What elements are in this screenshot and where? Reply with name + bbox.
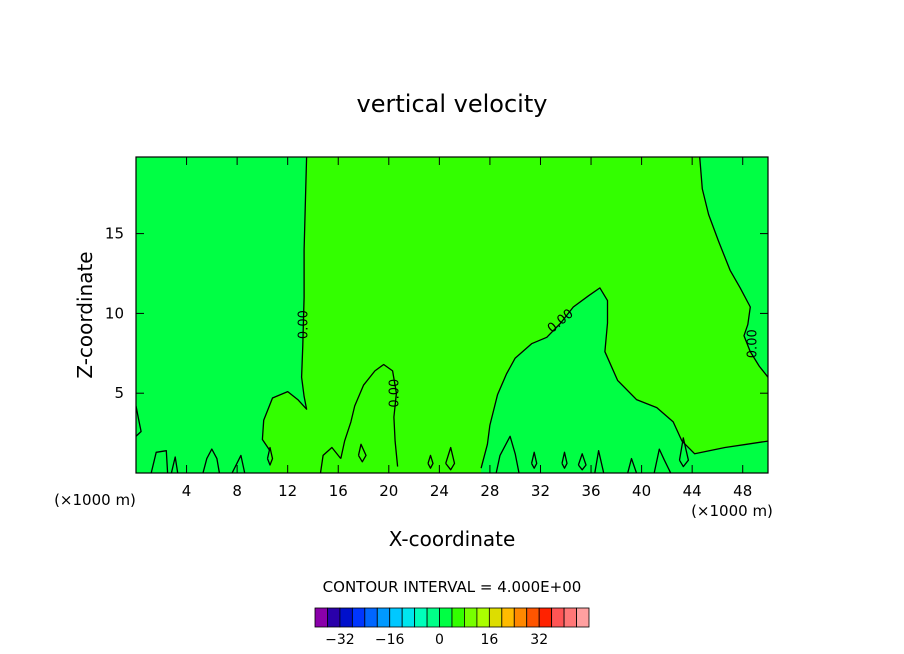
contour-line xyxy=(136,405,142,437)
colorbar-tick-label: −32 xyxy=(325,632,355,648)
colorbar-swatch xyxy=(526,607,540,628)
contour-line xyxy=(627,457,638,473)
chart-title: vertical velocity xyxy=(357,90,548,118)
contour-line xyxy=(319,446,342,473)
y-tick-label: 15 xyxy=(105,225,124,243)
colorbar-swatch xyxy=(401,607,416,628)
colorbar-tick-label: 16 xyxy=(480,632,498,648)
x-tick-label: 40 xyxy=(632,482,651,500)
contour-line xyxy=(231,454,246,473)
contour-line xyxy=(594,450,605,473)
colorbar-swatch xyxy=(551,607,565,628)
colorbar-swatch xyxy=(389,607,403,628)
x-tick-label: 8 xyxy=(232,482,242,500)
colorbar-swatch xyxy=(327,607,341,628)
colorbar-swatch xyxy=(351,607,366,628)
x-unit-left: (×1000 m) xyxy=(54,491,136,509)
contour-line xyxy=(261,157,308,452)
colorbar-swatch xyxy=(364,607,378,628)
x-unit-right: (×1000 m) xyxy=(691,502,773,520)
colorbar xyxy=(314,607,590,628)
x-axis-label: X-coordinate xyxy=(389,527,516,551)
colorbar-swatch xyxy=(476,607,490,628)
plot-frame xyxy=(135,156,769,474)
colorbar-swatch xyxy=(376,607,391,628)
x-tick-label: 12 xyxy=(278,482,297,500)
x-tick-label: 28 xyxy=(480,482,499,500)
contour-line xyxy=(678,437,690,468)
colorbar-swatch xyxy=(464,607,478,628)
contour-interval-text: CONTOUR INTERVAL = 4.000E+00 xyxy=(323,578,582,596)
colorbar-swatch xyxy=(439,607,453,628)
colorbar-swatch xyxy=(414,607,428,628)
contour-line xyxy=(653,448,672,473)
x-tick-label: 36 xyxy=(581,482,600,500)
y-tick-label: 5 xyxy=(114,384,124,402)
contour-line xyxy=(427,454,434,469)
negative-region xyxy=(699,157,768,378)
contour-line xyxy=(577,453,587,471)
contour-label: 0.00 xyxy=(388,379,403,408)
colorbar-swatch xyxy=(563,607,577,628)
contour-line xyxy=(340,363,399,467)
contour-line xyxy=(266,446,274,466)
colorbar-swatch xyxy=(513,607,528,628)
contour-label: 0.00 xyxy=(297,310,312,339)
negative-region xyxy=(481,287,768,473)
contour-line xyxy=(561,451,568,469)
colorbar-tick-label: 0 xyxy=(435,632,444,648)
x-tick-label: 32 xyxy=(531,482,550,500)
x-tick-label: 20 xyxy=(379,482,398,500)
contour-line xyxy=(357,443,367,463)
contour-label: 0.00 xyxy=(745,329,760,358)
colorbar-swatch xyxy=(538,607,553,628)
x-tick-label: 24 xyxy=(430,482,449,500)
colorbar-swatch xyxy=(314,607,328,628)
colorbar-tick-label: −16 xyxy=(375,632,405,648)
contour-line xyxy=(170,456,179,473)
x-tick-label: 48 xyxy=(733,482,752,500)
y-axis-label: Z-coordinate xyxy=(73,251,97,378)
contour-line xyxy=(445,446,456,471)
colorbar-swatch xyxy=(501,607,515,628)
x-tick-label: 4 xyxy=(182,482,192,500)
colorbar-swatch xyxy=(451,607,465,628)
colorbar-swatch xyxy=(339,607,353,628)
contour-line xyxy=(202,448,221,473)
contour-line xyxy=(530,451,538,469)
colorbar-swatch xyxy=(426,607,440,628)
contour-line xyxy=(699,157,768,378)
negative-region xyxy=(136,157,307,473)
x-tick-label: 16 xyxy=(329,482,348,500)
y-tick-label: 10 xyxy=(105,304,124,322)
colorbar-swatch xyxy=(576,607,590,628)
colorbar-tick-label: 32 xyxy=(530,632,548,648)
x-tick-label: 44 xyxy=(683,482,702,500)
colorbar-swatch xyxy=(488,607,503,628)
contour-line xyxy=(495,435,520,473)
contour-line xyxy=(150,450,169,473)
